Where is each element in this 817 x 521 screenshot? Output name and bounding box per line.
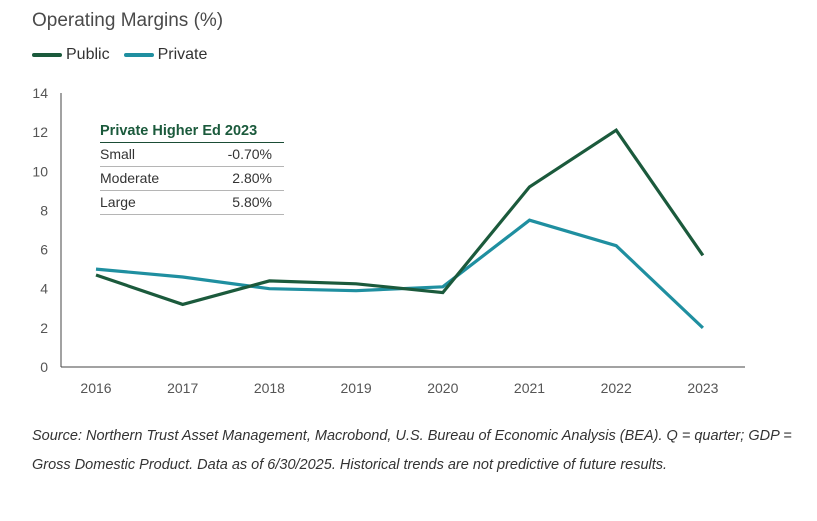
x-tick-label: 2018 [254, 380, 285, 396]
x-tick-label: 2016 [80, 380, 111, 396]
inset-label: Moderate [100, 170, 160, 186]
y-tick-label: 6 [40, 242, 48, 258]
x-tick-label: 2021 [514, 380, 545, 396]
chart-title: Operating Margins (%) [32, 10, 224, 31]
inset-value: 5.80% [232, 194, 272, 210]
legend: Public Private [32, 46, 207, 64]
y-tick-label: 4 [40, 281, 48, 297]
inset-label: Large [100, 194, 136, 210]
y-tick-label: 8 [40, 202, 48, 218]
x-tick-label: 2017 [167, 380, 198, 396]
legend-swatch-private [123, 53, 154, 57]
y-tick-label: 2 [40, 320, 48, 336]
y-tick-label: 14 [32, 85, 48, 101]
legend-label-public: Public [66, 46, 110, 63]
inset-table: Private Higher Ed 2023 Small -0.70% Mode… [100, 123, 284, 215]
series-line-private [95, 218, 705, 330]
line-chart: 0 2 4 6 8 10 12 14 2016 2017 2018 2019 2020 2021 2022 2… [32, 85, 745, 396]
x-tick-label: 2023 [687, 380, 718, 396]
y-tick-label: 12 [32, 124, 48, 140]
inset-row-small: Small -0.70% [100, 143, 284, 167]
x-tick-label: 2019 [341, 380, 372, 396]
legend-item-private: Private [123, 46, 208, 64]
legend-item-public: Public [32, 46, 110, 64]
series-line-public [95, 128, 705, 307]
inset-row-large: Large 5.80% [100, 191, 284, 215]
inset-value: 2.80% [232, 170, 272, 186]
inset-value: -0.70% [227, 146, 272, 162]
legend-label-private: Private [157, 46, 208, 63]
y-tick-label: 0 [40, 359, 48, 375]
x-tick-label: 2020 [427, 380, 458, 396]
source-note: Source: Northern Trust Asset Management,… [32, 428, 792, 473]
inset-row-moderate: Moderate 2.80% [100, 167, 284, 191]
inset-table-title: Private Higher Ed 2023 [100, 123, 284, 143]
y-tick-label: 10 [32, 163, 48, 179]
inset-label: Small [100, 146, 136, 162]
x-tick-label: 2022 [601, 380, 632, 396]
legend-swatch-public [32, 53, 62, 57]
